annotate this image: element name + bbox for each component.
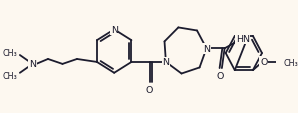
Text: N: N: [203, 44, 210, 53]
Text: HN: HN: [236, 35, 250, 44]
Text: O: O: [146, 85, 153, 94]
Text: O: O: [216, 72, 224, 81]
Text: N: N: [111, 26, 118, 35]
Text: N: N: [162, 58, 169, 67]
Text: N: N: [29, 60, 36, 69]
Text: CH₃: CH₃: [284, 58, 298, 67]
Text: CH₃: CH₃: [2, 72, 17, 81]
Text: O: O: [260, 57, 268, 66]
Text: CH₃: CH₃: [2, 48, 17, 57]
